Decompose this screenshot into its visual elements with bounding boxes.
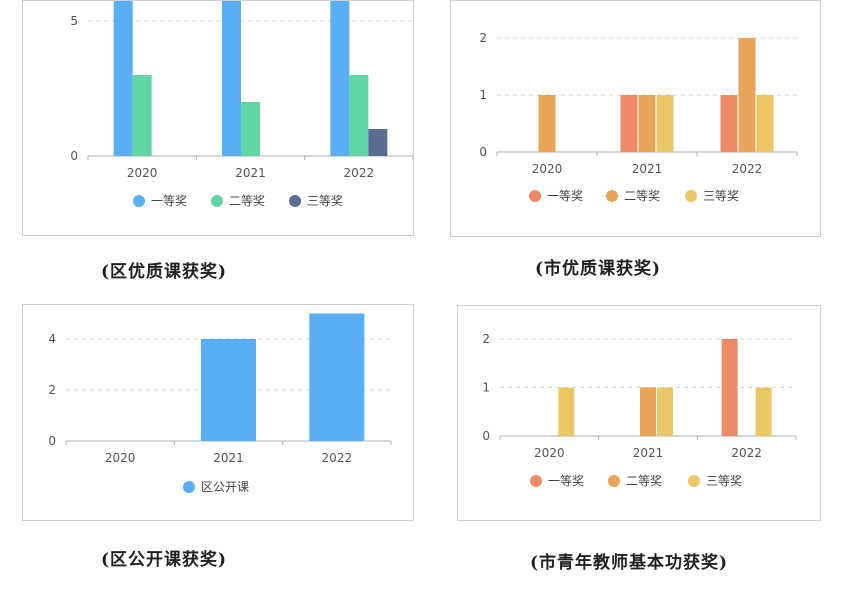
legend-label: 三等奖: [307, 194, 343, 208]
bar-区公开课-2022: [309, 313, 365, 441]
chart-svg: 0 2 4 2020 2021 2022 区公开课: [48, 313, 392, 494]
legend-label: 区公开课: [201, 480, 249, 494]
y-tick-label: 2: [479, 31, 487, 45]
legend-label: 一等奖: [151, 194, 187, 208]
x-tick-label: 2021: [632, 162, 663, 176]
bar-一等奖-2022: [721, 339, 738, 436]
y-tick-label: 0: [479, 145, 487, 159]
bar-三等奖-2020: [558, 387, 575, 436]
legend-marker: [289, 195, 301, 207]
legend-marker: [133, 195, 145, 207]
legend-label: 一等奖: [548, 474, 584, 488]
legend-marker: [211, 195, 223, 207]
bar-二等奖-2022: [738, 38, 756, 152]
bar-一等奖-2021: [620, 95, 638, 152]
y-tick-label: 0: [70, 149, 78, 163]
legend-marker: [688, 475, 700, 487]
bar-一等奖-2021: [222, 1, 241, 156]
bar-二等奖-2020: [132, 75, 152, 156]
chart-svg: 0 1 2 2020 2021 2022 一等奖 二等奖 三等奖: [479, 31, 798, 203]
legend-label: 二等奖: [229, 194, 265, 208]
x-tick-label: 2020: [532, 162, 563, 176]
legend-label: 二等奖: [624, 189, 660, 203]
legend-marker: [529, 190, 541, 202]
bar-二等奖-2020: [538, 95, 556, 152]
x-tick-label: 2022: [344, 166, 375, 180]
y-tick-label: 4: [48, 332, 56, 346]
y-tick-label: 0: [48, 434, 56, 448]
bar-三等奖-2021: [657, 387, 673, 436]
bar-三等奖-2021: [656, 95, 674, 152]
x-tick-label: 2021: [633, 446, 664, 460]
caption-district-quality: (区优质课获奖): [101, 262, 228, 282]
chart-panel-city-quality: 0 1 2 2020 2021 2022 一等奖 二等奖 三等奖: [450, 0, 821, 237]
bar-一等奖-2022: [330, 1, 350, 156]
bar-二等奖-2022: [349, 75, 369, 156]
caption-district-open: (区公开课获奖): [101, 550, 228, 570]
bar-一等奖-2022: [720, 95, 738, 152]
y-tick-label: 1: [482, 381, 490, 395]
bar-区公开课-2021: [201, 339, 256, 441]
chart-panel-district-quality: 0 5 2020 2021 2022 一等奖 二等奖 三等奖: [22, 0, 414, 236]
x-tick-label: 2020: [105, 451, 136, 465]
x-tick-label: 2020: [127, 166, 158, 180]
bar-三等奖-2022: [756, 95, 774, 152]
legend-marker: [530, 475, 542, 487]
caption-city-quality: (市优质课获奖): [535, 259, 662, 279]
legend-label: 一等奖: [547, 189, 583, 203]
x-tick-label: 2022: [322, 451, 353, 465]
caption-city-young-teacher: (市青年教师基本功获奖): [530, 553, 729, 573]
y-tick-label: 5: [70, 14, 78, 28]
x-tick-label: 2022: [731, 446, 762, 460]
x-tick-label: 2022: [732, 162, 763, 176]
legend-marker: [606, 190, 618, 202]
y-tick-label: 2: [48, 383, 56, 397]
x-tick-label: 2020: [534, 446, 565, 460]
legend-marker: [685, 190, 697, 202]
bar-三等奖-2022: [755, 387, 772, 436]
legend-marker: [183, 481, 195, 493]
y-tick-label: 2: [482, 332, 490, 346]
x-tick-label: 2021: [235, 166, 266, 180]
bar-三等奖-2022: [368, 129, 388, 156]
y-tick-label: 1: [479, 88, 487, 102]
chart-svg: 0 5 2020 2021 2022 一等奖 二等奖 三等奖: [70, 1, 413, 208]
legend-label: 二等奖: [626, 474, 662, 488]
chart-panel-city-young-teacher: 0 1 2 2020 2021 2022 一等奖 二等奖 三等奖: [457, 305, 821, 521]
bar-二等奖-2021: [241, 102, 260, 156]
bar-二等奖-2021: [638, 95, 656, 152]
legend-marker: [608, 475, 620, 487]
chart-panel-district-open: 0 2 4 2020 2021 2022 区公开课: [22, 304, 414, 521]
legend-label: 三等奖: [706, 474, 742, 488]
bar-二等奖-2021: [640, 387, 656, 436]
y-tick-label: 0: [482, 429, 490, 443]
x-tick-label: 2021: [213, 451, 244, 465]
bar-一等奖-2020: [113, 1, 133, 156]
legend-label: 三等奖: [703, 189, 739, 203]
chart-svg: 0 1 2 2020 2021 2022 一等奖 二等奖 三等奖: [482, 332, 797, 488]
